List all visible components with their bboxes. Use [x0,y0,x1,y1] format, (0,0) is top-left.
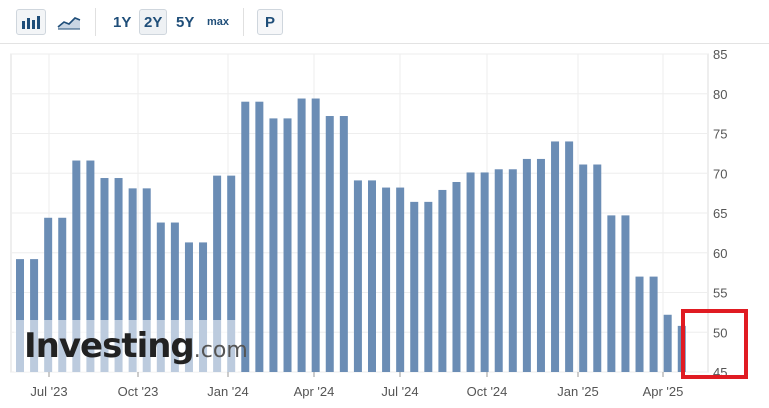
bar [255,101,264,372]
bar-chart-button[interactable] [16,9,46,35]
y-tick-label: 50 [713,325,727,340]
bar [536,158,545,372]
bar [452,181,461,372]
x-tick-label: Apr '25 [643,384,684,399]
bar [184,242,193,372]
watermark-brand: Investing [24,326,195,366]
range-1y-button[interactable]: 1Y [113,13,132,31]
area-chart-button[interactable] [54,9,84,35]
bar [593,164,602,372]
bar [128,188,137,372]
bar [227,175,236,372]
bar [325,116,334,372]
bar [283,118,292,373]
bar [16,259,24,372]
toolbar-divider [243,8,244,36]
bar [522,158,531,372]
bar [114,178,123,372]
bar [269,118,278,373]
y-tick-label: 85 [713,47,727,62]
bars [16,98,686,373]
bar [44,217,53,372]
bar [100,178,109,372]
bar [607,215,616,372]
bar [199,242,208,372]
x-tick-label: Oct '23 [118,384,159,399]
bar [156,222,165,372]
bar [311,98,320,372]
bar [142,188,151,372]
x-tick-label: Jan '25 [557,384,599,399]
bar [170,222,179,372]
bar [58,217,67,372]
area-chart-icon [57,17,81,30]
highlight-box [681,309,748,379]
range-2y-button[interactable]: 2Y [139,9,168,35]
chart-toolbar: 1Y 2Y 5Y max P [0,0,769,44]
x-tick-label: Jan '24 [207,384,249,399]
y-tick-label: 70 [713,166,727,181]
bar [663,314,672,372]
bar [297,98,306,372]
bar [649,276,658,372]
bar [410,201,419,372]
bar [396,187,405,372]
y-tick-label: 75 [713,127,727,142]
bar [466,172,475,372]
toolbar-divider [95,8,96,36]
watermark-domain: .com [193,337,248,363]
y-tick-label: 80 [713,87,727,102]
bar [30,259,39,372]
bar [438,189,447,372]
x-tick-label: Apr '24 [294,384,335,399]
range-max-button[interactable]: max [207,16,230,28]
bar [508,169,517,372]
bar [494,169,503,372]
bar [382,187,391,372]
bar [353,180,362,372]
investing-watermark: Investing .com [14,320,248,372]
bar [551,141,560,372]
y-tick-label: 65 [713,206,727,221]
x-tick-label: Oct '24 [467,384,508,399]
bar [213,175,222,372]
bar [424,201,433,372]
y-tick-label: 55 [713,286,727,301]
bar [72,160,81,372]
bar [368,180,376,372]
p-button[interactable]: P [257,9,283,35]
bar [480,172,489,372]
x-tick-label: Jul '23 [30,384,67,399]
bar [86,160,95,372]
bar [621,215,630,372]
bar [565,141,574,372]
bar [579,164,588,372]
bar [339,116,348,372]
bar [635,276,644,372]
range-5y-button[interactable]: 5Y [176,13,195,31]
x-tick-label: Jul '24 [381,384,418,399]
bar [241,101,250,372]
bar-chart-icon [22,16,40,29]
x-axis: Jul '23 Oct '23 Jan '24 Apr '24 Jul '24 Oct '… [30,372,683,399]
y-tick-label: 60 [713,246,727,261]
